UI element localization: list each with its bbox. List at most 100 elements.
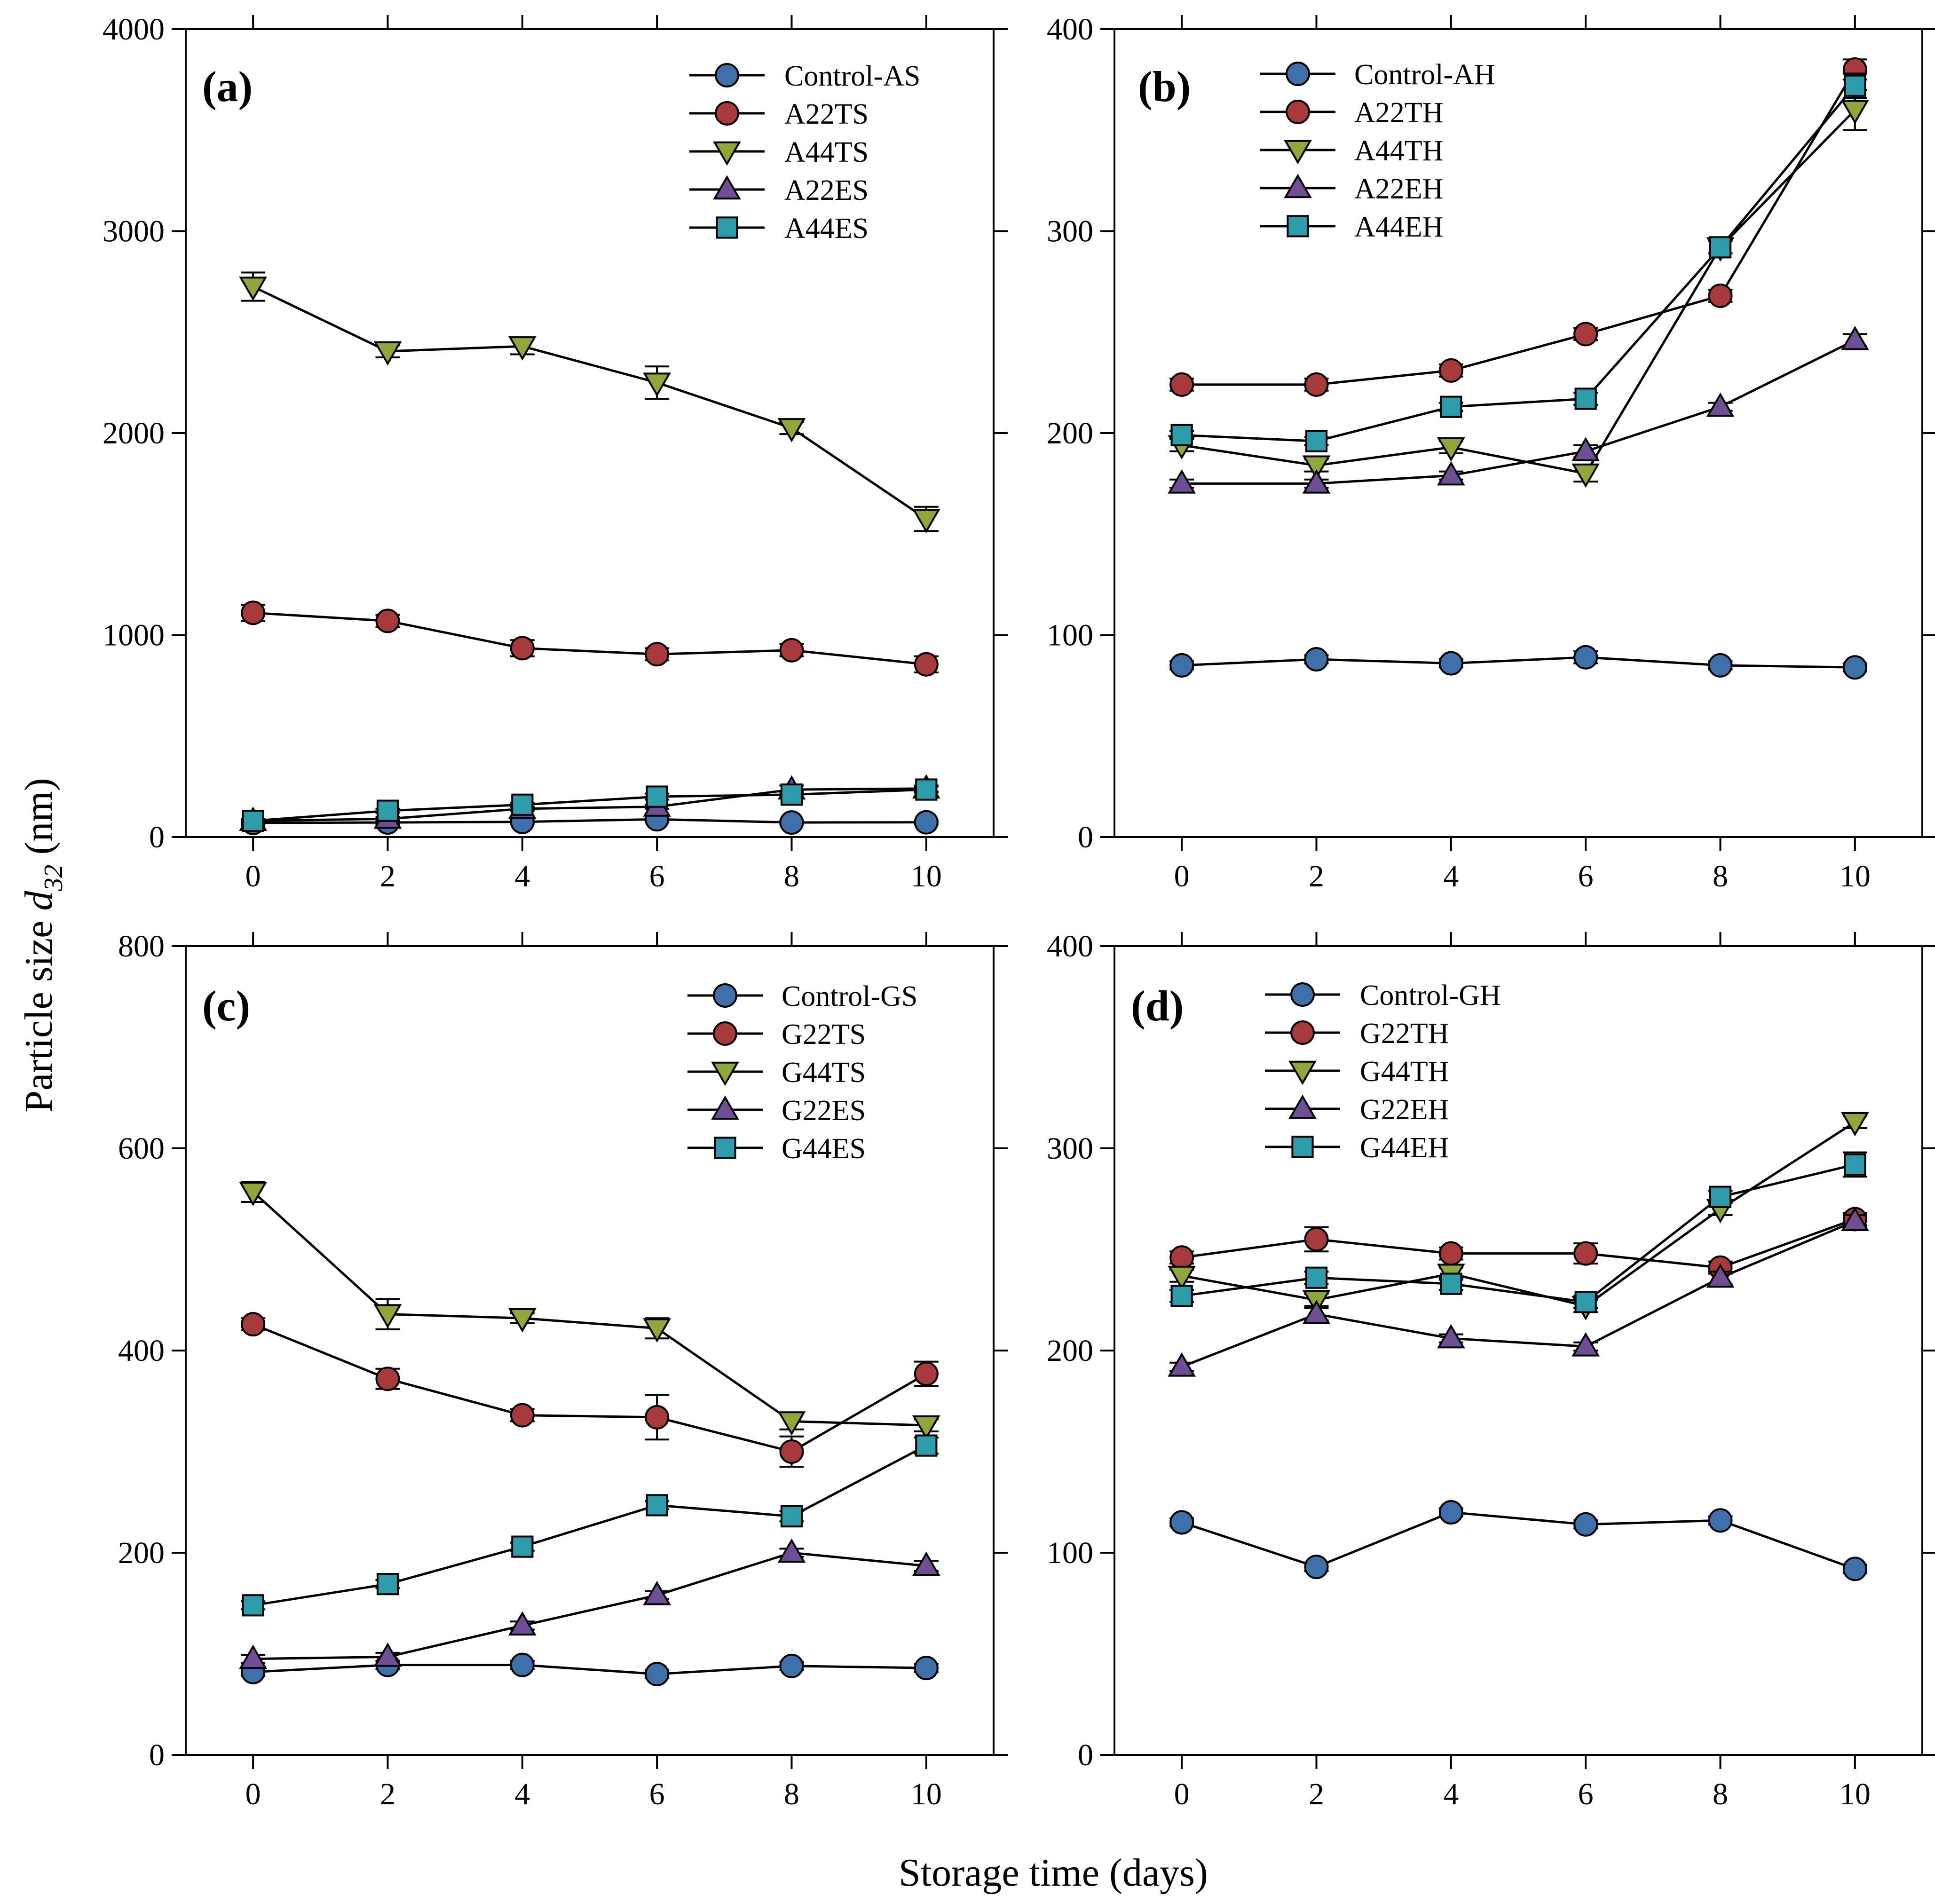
series-line xyxy=(1182,339,1856,485)
legend-entry: G22EH xyxy=(1265,1094,1449,1126)
y-axis-title-symbol: d xyxy=(17,891,61,911)
legend-entry: A44TS xyxy=(689,136,869,168)
data-point xyxy=(1840,100,1869,125)
data-point xyxy=(1170,1285,1193,1307)
x-tick-label: 4 xyxy=(1443,859,1459,893)
chart-panel-4: 0 100 200 300 400 0 2 4 6 8 10 (d) Control-GH G22TH G4… xyxy=(1047,929,1935,1811)
series-line xyxy=(253,1551,927,1660)
data-point xyxy=(239,1182,268,1206)
data-point xyxy=(914,810,939,835)
data-point xyxy=(1842,1556,1867,1581)
series-a44ts xyxy=(239,271,940,533)
x-axis-title: Storage time (days) xyxy=(899,1851,1208,1895)
legend-label: G44TH xyxy=(1360,1056,1449,1088)
x-tick-label: 0 xyxy=(245,859,261,893)
data-point xyxy=(376,1573,399,1596)
data-point xyxy=(643,1580,671,1605)
data-point xyxy=(1708,653,1733,678)
data-point xyxy=(779,1653,804,1678)
data-point xyxy=(779,1439,804,1464)
x-tick-label: 4 xyxy=(1443,1777,1459,1811)
series-g22ts xyxy=(241,1312,939,1468)
legend-entry: A22ES xyxy=(689,174,869,206)
y-tick-label: 400 xyxy=(1047,929,1093,964)
data-point xyxy=(1169,372,1194,397)
data-point xyxy=(510,1652,535,1677)
y-tick-label: 400 xyxy=(118,1334,165,1368)
y-tick-label: 0 xyxy=(149,1738,165,1772)
legend-marker xyxy=(713,1021,737,1046)
legend-label: A22ES xyxy=(784,174,869,206)
data-point xyxy=(777,418,806,442)
legend-label: A22EH xyxy=(1354,173,1443,205)
data-point xyxy=(1573,1241,1598,1266)
data-point xyxy=(1438,651,1463,676)
data-point xyxy=(373,341,402,366)
series-line xyxy=(253,788,926,822)
data-point xyxy=(1573,645,1598,670)
legend-entry: G22TH xyxy=(1265,1018,1449,1050)
legend-label: G44EH xyxy=(1360,1132,1449,1164)
data-point xyxy=(1168,1352,1196,1377)
series-line xyxy=(1181,1218,1856,1269)
legend-marker xyxy=(711,1061,739,1086)
data-point xyxy=(1573,322,1598,347)
x-tick-label: 2 xyxy=(1309,859,1324,893)
data-point xyxy=(914,1361,939,1386)
series-control-ah xyxy=(1169,645,1867,680)
series-line xyxy=(1181,109,1856,475)
chart-panel-1: 0 1000 2000 3000 4000 0 2 4 6 8 10 (a) Control-AS A22… xyxy=(103,12,1008,893)
data-point xyxy=(646,785,668,808)
data-point xyxy=(508,1308,537,1333)
data-point xyxy=(511,793,534,816)
legend-entry: G44TS xyxy=(687,1057,866,1089)
data-point xyxy=(1844,1153,1866,1176)
y-tick-label: 0 xyxy=(149,820,165,854)
y-tick-label: 400 xyxy=(1047,12,1093,47)
data-point xyxy=(1438,1500,1463,1525)
legend-marker xyxy=(1288,1060,1317,1085)
series-a44es xyxy=(241,778,939,832)
series-line xyxy=(253,1323,927,1453)
legend-label: A44EH xyxy=(1354,211,1443,243)
legend-marker xyxy=(713,175,741,200)
data-point xyxy=(645,1405,670,1430)
legend-entry: G44TH xyxy=(1265,1056,1449,1088)
data-point xyxy=(241,600,266,625)
series-g44ts xyxy=(239,1180,940,1440)
legend-entry: G44ES xyxy=(687,1133,866,1165)
data-point xyxy=(1840,326,1869,350)
series-line xyxy=(253,818,926,824)
x-tick-label: 10 xyxy=(911,1777,942,1811)
legend-label: G22TH xyxy=(1360,1018,1449,1050)
data-point xyxy=(1302,455,1331,480)
data-point xyxy=(779,810,804,835)
data-point xyxy=(373,1643,402,1667)
x-tick-label: 0 xyxy=(245,1777,261,1811)
data-point xyxy=(1304,1227,1329,1252)
data-point xyxy=(1572,437,1600,461)
series-line xyxy=(1181,1220,1856,1368)
legend-entry: A22TH xyxy=(1260,97,1443,129)
data-point xyxy=(1573,1512,1598,1537)
y-axis-title-subscript: 32 xyxy=(39,865,68,892)
legend-entry: Control-AS xyxy=(689,60,920,92)
data-point xyxy=(1842,655,1867,680)
x-tick-label: 10 xyxy=(1840,859,1871,893)
data-point xyxy=(645,1662,670,1686)
legend-label: A22TS xyxy=(784,98,869,130)
x-tick-label: 4 xyxy=(514,859,530,893)
data-point xyxy=(1574,1291,1597,1313)
panel-label: (a) xyxy=(202,63,253,111)
data-point xyxy=(1302,1300,1331,1324)
data-point xyxy=(912,1551,940,1576)
legend-marker xyxy=(1290,982,1315,1007)
y-tick-label: 200 xyxy=(1047,416,1093,450)
y-tick-label: 600 xyxy=(118,1131,165,1166)
data-point xyxy=(780,783,803,806)
y-tick-label: 2000 xyxy=(103,416,165,450)
data-point xyxy=(1170,424,1193,446)
x-tick-label: 10 xyxy=(1840,1777,1871,1811)
series-line xyxy=(252,1191,926,1427)
